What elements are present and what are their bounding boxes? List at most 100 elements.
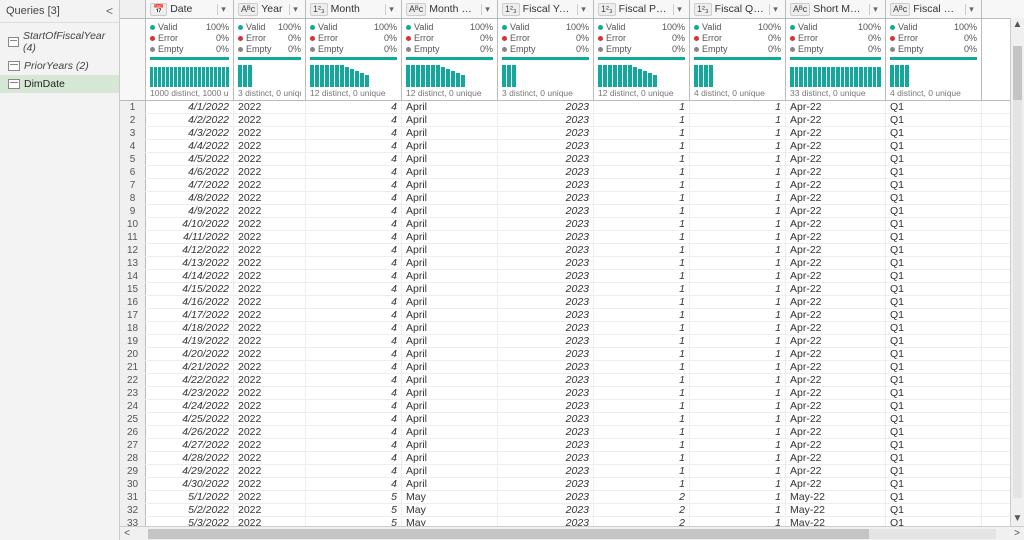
cell[interactable]: 2023 <box>498 517 594 526</box>
cell[interactable]: Apr-22 <box>786 244 886 256</box>
cell[interactable]: 1 <box>690 140 786 152</box>
cell[interactable]: 4 <box>306 179 402 191</box>
cell[interactable]: 4/4/2022 <box>146 140 234 152</box>
type-icon[interactable]: 1²₃ <box>694 3 712 16</box>
cell[interactable]: 2022 <box>234 231 306 243</box>
cell[interactable]: Q1 <box>886 114 982 126</box>
cell[interactable]: 2023 <box>498 127 594 139</box>
table-row[interactable]: 64/6/202220224April202311Apr-22Q1 <box>120 166 1024 179</box>
table-row[interactable]: 174/17/202220224April202311Apr-22Q1 <box>120 309 1024 322</box>
cell[interactable]: April <box>402 283 498 295</box>
cell[interactable]: 2023 <box>498 452 594 464</box>
cell[interactable]: April <box>402 439 498 451</box>
cell[interactable]: 2023 <box>498 283 594 295</box>
cell[interactable]: 1 <box>594 192 690 204</box>
cell[interactable]: April <box>402 478 498 490</box>
cell[interactable]: 1 <box>690 517 786 526</box>
cell[interactable]: Q1 <box>886 400 982 412</box>
cell[interactable]: 1 <box>594 270 690 282</box>
table-row[interactable]: 315/1/202220225May202321May-22Q1 <box>120 491 1024 504</box>
cell[interactable]: 2 <box>594 517 690 526</box>
cell[interactable]: 4 <box>306 270 402 282</box>
row-number[interactable]: 10 <box>120 218 146 230</box>
cell[interactable]: 2022 <box>234 374 306 386</box>
cell[interactable]: Apr-22 <box>786 127 886 139</box>
cell[interactable]: 4/13/2022 <box>146 257 234 269</box>
cell[interactable]: Apr-22 <box>786 413 886 425</box>
cell[interactable]: 1 <box>594 140 690 152</box>
cell[interactable]: 5 <box>306 491 402 503</box>
table-row[interactable]: 14/1/202220224April202311Apr-22Q1 <box>120 101 1024 114</box>
row-number[interactable]: 4 <box>120 140 146 152</box>
cell[interactable]: 1 <box>594 283 690 295</box>
cell[interactable]: 1 <box>690 374 786 386</box>
cell[interactable]: 2023 <box>498 439 594 451</box>
cell[interactable]: April <box>402 361 498 373</box>
cell[interactable]: Apr-22 <box>786 270 886 282</box>
cell[interactable]: Q1 <box>886 348 982 360</box>
cell[interactable]: Q1 <box>886 309 982 321</box>
cell[interactable]: Apr-22 <box>786 361 886 373</box>
cell[interactable]: 1 <box>690 153 786 165</box>
cell[interactable]: 4 <box>306 387 402 399</box>
cell[interactable]: Apr-22 <box>786 114 886 126</box>
column-filter-dropdown-icon[interactable]: ▾ <box>385 4 397 15</box>
column-header[interactable]: AᴮcYear▾ <box>234 0 306 18</box>
cell[interactable]: 5 <box>306 504 402 516</box>
cell[interactable]: 2023 <box>498 218 594 230</box>
cell[interactable]: Apr-22 <box>786 205 886 217</box>
row-number[interactable]: 31 <box>120 491 146 503</box>
cell[interactable]: 1 <box>690 101 786 113</box>
cell[interactable]: 1 <box>594 400 690 412</box>
cell[interactable]: Apr-22 <box>786 309 886 321</box>
cell[interactable]: Q1 <box>886 244 982 256</box>
cell[interactable]: 1 <box>594 205 690 217</box>
column-filter-dropdown-icon[interactable]: ▾ <box>577 4 589 15</box>
cell[interactable]: Q1 <box>886 465 982 477</box>
column-header[interactable]: 1²₃Month▾ <box>306 0 402 18</box>
cell[interactable]: 2023 <box>498 101 594 113</box>
table-row[interactable]: 134/13/202220224April202311Apr-22Q1 <box>120 257 1024 270</box>
table-row[interactable]: 44/4/202220224April202311Apr-22Q1 <box>120 140 1024 153</box>
cell[interactable]: April <box>402 348 498 360</box>
row-number[interactable]: 24 <box>120 400 146 412</box>
cell[interactable]: 4/1/2022 <box>146 101 234 113</box>
cell[interactable]: 1 <box>690 244 786 256</box>
cell[interactable]: May <box>402 491 498 503</box>
column-header[interactable]: 1²₃Fiscal Year▾ <box>498 0 594 18</box>
cell[interactable]: 4 <box>306 413 402 425</box>
cell[interactable]: 2022 <box>234 114 306 126</box>
cell[interactable]: 4/16/2022 <box>146 296 234 308</box>
cell[interactable]: 4 <box>306 335 402 347</box>
cell[interactable]: April <box>402 335 498 347</box>
cell[interactable]: Apr-22 <box>786 452 886 464</box>
cell[interactable]: 1 <box>594 309 690 321</box>
cell[interactable]: April <box>402 465 498 477</box>
hscroll-track[interactable] <box>148 529 996 539</box>
cell[interactable]: Apr-22 <box>786 387 886 399</box>
table-row[interactable]: 84/8/202220224April202311Apr-22Q1 <box>120 192 1024 205</box>
vertical-scrollbar[interactable]: ▲ ▼ <box>1010 18 1024 526</box>
table-row[interactable]: 104/10/202220224April202311Apr-22Q1 <box>120 218 1024 231</box>
cell[interactable]: 1 <box>690 478 786 490</box>
row-number[interactable]: 2 <box>120 114 146 126</box>
cell[interactable]: May-22 <box>786 504 886 516</box>
row-number[interactable]: 9 <box>120 205 146 217</box>
cell[interactable]: 4/15/2022 <box>146 283 234 295</box>
row-number[interactable]: 1 <box>120 101 146 113</box>
cell[interactable]: 2023 <box>498 491 594 503</box>
table-row[interactable]: 194/19/202220224April202311Apr-22Q1 <box>120 335 1024 348</box>
cell[interactable]: 1 <box>690 283 786 295</box>
cell[interactable]: 4 <box>306 465 402 477</box>
table-row[interactable]: 24/2/202220224April202311Apr-22Q1 <box>120 114 1024 127</box>
cell[interactable]: 2023 <box>498 504 594 516</box>
cell[interactable]: 4 <box>306 374 402 386</box>
cell[interactable]: 1 <box>594 478 690 490</box>
hscroll-thumb[interactable] <box>148 529 869 539</box>
cell[interactable]: 1 <box>690 296 786 308</box>
cell[interactable]: 4/28/2022 <box>146 452 234 464</box>
cell[interactable]: 4/11/2022 <box>146 231 234 243</box>
cell[interactable]: 2023 <box>498 179 594 191</box>
row-number[interactable]: 18 <box>120 322 146 334</box>
cell[interactable]: 2023 <box>498 153 594 165</box>
